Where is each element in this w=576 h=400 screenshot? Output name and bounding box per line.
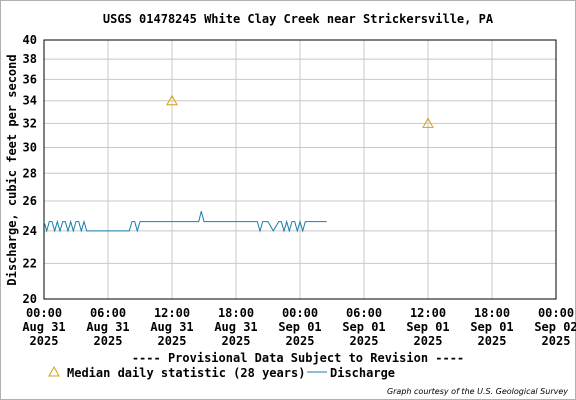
x-tick-label: 00:00: [26, 306, 62, 320]
x-tick-label: 2025: [222, 334, 251, 348]
y-tick-label: 22: [23, 256, 37, 270]
y-tick-label: 32: [23, 116, 37, 130]
legend-marker-median: [48, 365, 60, 377]
y-tick-label: 36: [23, 72, 37, 86]
x-tick-label: 2025: [478, 334, 507, 348]
legend-label-discharge: Discharge: [330, 366, 395, 380]
x-tick-label: 12:00: [410, 306, 446, 320]
x-tick-label: Sep 01: [470, 320, 513, 334]
discharge-line: [43, 211, 327, 233]
x-tick-label: 18:00: [474, 306, 510, 320]
y-tick-label: 20: [23, 292, 37, 306]
x-tick-label: Aug 31: [214, 320, 257, 334]
x-tick-label: 00:00: [282, 306, 318, 320]
legend: Median daily statistic (28 years) Discha…: [48, 365, 395, 380]
x-tick-label: Sep 01: [278, 320, 321, 334]
x-tick-label: Sep 02: [534, 320, 576, 334]
y-tick-label: 26: [23, 194, 37, 208]
x-tick-label: Sep 01: [406, 320, 449, 334]
y-axis: 20 22 24 26 28 30 32 34 36 38 40: [23, 33, 37, 306]
x-tick-label: 2025: [286, 334, 315, 348]
y-tick-label: 30: [23, 140, 37, 154]
x-tick-label: 00:00: [538, 306, 574, 320]
series-layer: [43, 94, 434, 233]
y-axis-label: Discharge, cubic feet per second: [5, 54, 19, 285]
x-tick-label: 06:00: [90, 306, 126, 320]
x-tick-label: 18:00: [218, 306, 254, 320]
credit-text: Graph courtesy of the U.S. Geological Su…: [387, 387, 568, 396]
y-tick-label: 40: [23, 33, 37, 47]
provisional-banner: ---- Provisional Data Subject to Revisio…: [132, 351, 464, 365]
x-tick-label: 2025: [350, 334, 379, 348]
x-tick-label: 12:00: [154, 306, 190, 320]
x-tick-label: 2025: [158, 334, 187, 348]
x-tick-label: Aug 31: [22, 320, 65, 334]
x-tick-label: 2025: [30, 334, 59, 348]
x-tick-label: Aug 31: [150, 320, 193, 334]
x-tick-label: 2025: [542, 334, 571, 348]
x-tick-label: 2025: [414, 334, 443, 348]
median-marker: [166, 94, 178, 106]
y-tick-label: 24: [23, 224, 37, 238]
x-tick-label: Sep 01: [342, 320, 385, 334]
y-tick-label: 34: [23, 94, 37, 108]
x-tick-label: Aug 31: [86, 320, 129, 334]
chart-title: USGS 01478245 White Clay Creek near Stri…: [103, 12, 494, 26]
y-tick-label: 28: [23, 166, 37, 180]
y-tick-label: 38: [23, 52, 37, 66]
plot-area: [43, 39, 557, 300]
gridlines: [43, 39, 557, 300]
legend-label-median: Median daily statistic (28 years): [67, 366, 305, 380]
x-tick-label: 2025: [94, 334, 123, 348]
x-tick-label: 06:00: [346, 306, 382, 320]
median-marker: [422, 117, 434, 128]
